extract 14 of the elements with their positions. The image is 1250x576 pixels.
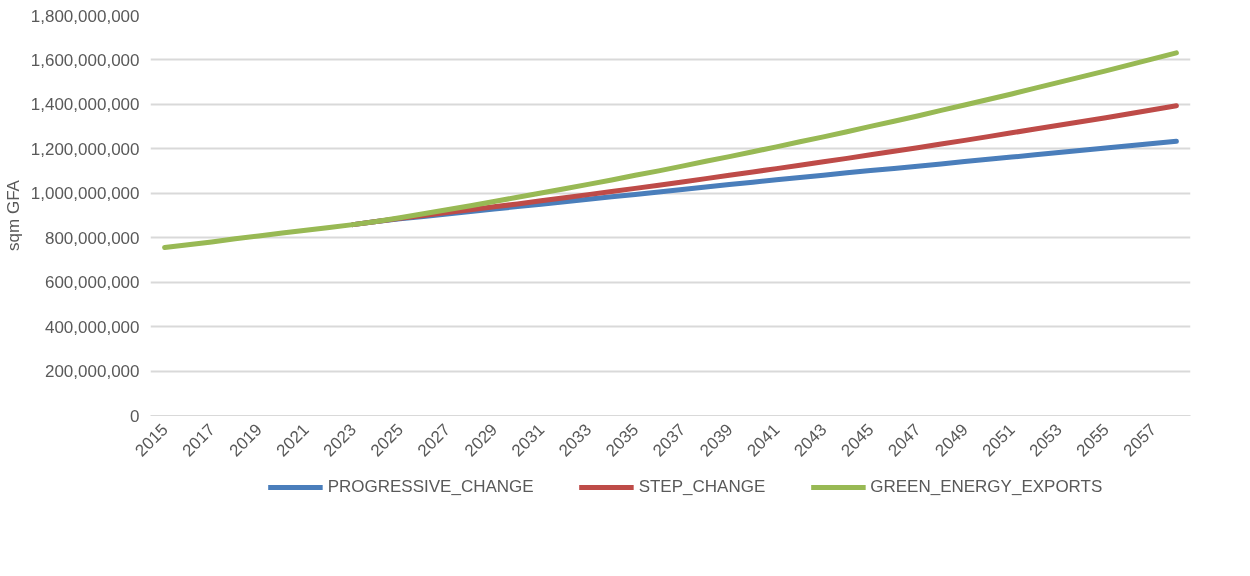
y-axis-title: sqm GFA xyxy=(3,179,23,251)
y-tick-label: 1,000,000,000 xyxy=(30,184,140,204)
y-tick-label: 1,600,000,000 xyxy=(30,50,140,70)
legend-label: PROGRESSIVE_CHANGE xyxy=(327,476,534,497)
legend-label: STEP_CHANGE xyxy=(638,476,766,497)
y-tick-label: 800,000,000 xyxy=(44,228,140,248)
legend-label: GREEN_ENERGY_EXPORTS xyxy=(870,476,1103,497)
y-tick-label: 600,000,000 xyxy=(44,273,140,293)
y-tick-label: 1,200,000,000 xyxy=(30,139,140,159)
y-tick-label: 200,000,000 xyxy=(44,362,140,382)
y-tick-label: 1,800,000,000 xyxy=(30,6,140,26)
y-tick-label: 0 xyxy=(130,406,140,426)
y-tick-label: 400,000,000 xyxy=(44,317,140,337)
y-tick-label: 1,400,000,000 xyxy=(30,95,140,115)
